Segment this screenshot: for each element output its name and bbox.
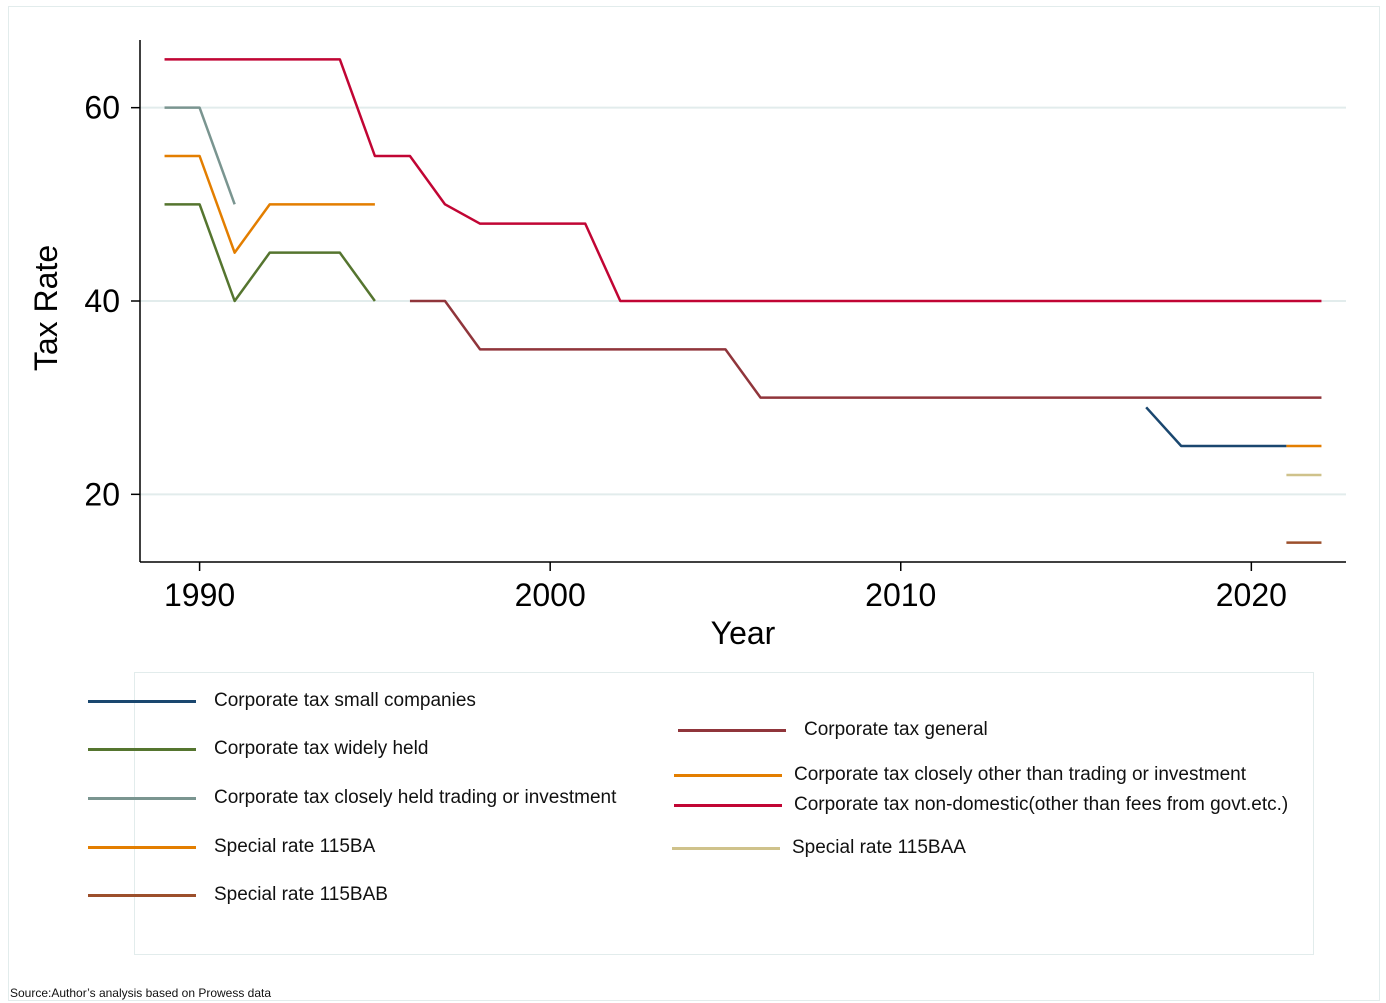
legend-swatch (88, 700, 196, 703)
legend-swatch (88, 846, 196, 849)
x-tick-label: 1990 (164, 577, 235, 613)
y-axis-label: Tax Rate (28, 245, 64, 371)
legend-label: Corporate tax general (804, 719, 988, 740)
legend-swatch (88, 894, 196, 897)
legend-swatch (88, 797, 196, 800)
series-line-sp115ba (164, 154, 375, 254)
series-line-closely_trading (164, 106, 236, 205)
legend-label: Corporate tax widely held (214, 738, 429, 759)
x-tick-label: 2010 (865, 577, 936, 613)
y-axis-ticks: 20 40 60 (84, 90, 140, 512)
legend-label: Special rate 115BAB (214, 884, 388, 905)
series-line-general (409, 299, 1322, 399)
legend-label: Corporate tax non-domestic(other than fe… (794, 794, 1289, 815)
line-chart: 20 40 60 1990 2000 2010 2020 Year Tax Rate (28, 40, 1346, 651)
chart-frame (8, 6, 1380, 1001)
source-note: Source:Author’s analysis based on Prowes… (10, 986, 272, 1000)
legend-label: Corporate tax closely held trading or in… (214, 787, 617, 808)
legend-swatch (678, 729, 786, 732)
x-axis-label: Year (711, 615, 776, 651)
series-line-widely (164, 203, 376, 303)
legend-label: Corporate tax small companies (214, 690, 476, 711)
legend-swatch (674, 804, 782, 807)
series-line-nondomestic (164, 58, 1322, 303)
x-tick-label: 2020 (1216, 577, 1287, 613)
legend-swatch (88, 748, 196, 751)
legend-label: Corporate tax closely other than trading… (794, 764, 1247, 785)
y-tick-label: 40 (84, 283, 120, 319)
x-axis-ticks: 1990 2000 2010 2020 (164, 562, 1287, 613)
legend-label: Special rate 115BAA (792, 837, 966, 858)
series-lines (164, 58, 1322, 544)
legend-swatch (674, 774, 782, 777)
legend (134, 672, 1314, 955)
y-tick-label: 20 (84, 476, 120, 512)
x-tick-label: 2000 (515, 577, 586, 613)
legend-label: Special rate 115BA (214, 836, 376, 857)
series-line-small (1145, 406, 1287, 448)
y-tick-label: 60 (84, 90, 120, 126)
legend-swatch (672, 847, 780, 850)
